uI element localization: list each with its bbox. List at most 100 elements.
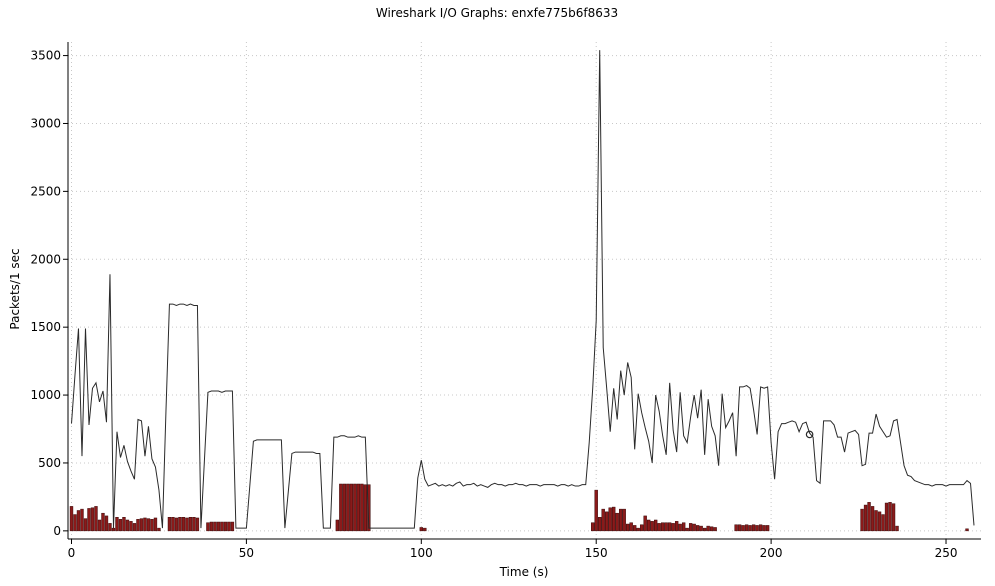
bar-mark bbox=[601, 508, 605, 532]
bar-mark bbox=[153, 517, 158, 532]
bar-mark bbox=[678, 523, 682, 532]
bar-mark bbox=[748, 525, 752, 532]
grid-lines bbox=[68, 42, 981, 539]
bar-mark bbox=[227, 521, 231, 532]
bar-mark bbox=[339, 483, 343, 532]
bar-mark bbox=[419, 527, 423, 532]
bar-mark bbox=[181, 517, 186, 532]
x-tick-label: 50 bbox=[239, 546, 254, 560]
bar-mark bbox=[699, 525, 703, 532]
bar-mark bbox=[688, 523, 693, 532]
bar-mark bbox=[629, 522, 633, 532]
bar-mark bbox=[640, 524, 644, 532]
bar-mark bbox=[867, 502, 871, 532]
axes: 0 50 100 150 200 2500500100015002000250030003… bbox=[30, 42, 981, 560]
bar-mark bbox=[765, 525, 770, 532]
bar-mark bbox=[598, 517, 602, 532]
bar-mark bbox=[192, 517, 196, 532]
bar-mark bbox=[353, 483, 357, 532]
y-tick-label: 1500 bbox=[30, 320, 61, 334]
y-tick-label: 500 bbox=[38, 456, 61, 470]
y-tick-label: 3500 bbox=[30, 49, 61, 63]
bar-mark bbox=[643, 515, 647, 532]
chart-title: Wireshark I/O Graphs: enxfe775b6f8633 bbox=[376, 6, 618, 20]
bar-mark bbox=[650, 521, 654, 532]
bar-series bbox=[69, 483, 969, 532]
y-tick-label: 2000 bbox=[30, 252, 61, 266]
bar-mark bbox=[591, 522, 595, 532]
bar-mark bbox=[349, 483, 354, 532]
bar-mark bbox=[881, 514, 885, 532]
bar-mark bbox=[94, 506, 98, 532]
bar-mark bbox=[178, 517, 182, 532]
bar-mark bbox=[363, 484, 368, 532]
bar-mark bbox=[171, 517, 175, 532]
bar-mark bbox=[860, 508, 864, 532]
bar-mark bbox=[874, 510, 878, 532]
bar-mark bbox=[702, 527, 707, 532]
bar-mark bbox=[626, 523, 630, 532]
line-series bbox=[71, 50, 975, 529]
series-line-path bbox=[71, 50, 975, 529]
bar-mark bbox=[185, 517, 189, 532]
y-tick-label: 0 bbox=[53, 524, 61, 538]
bar-mark bbox=[129, 521, 133, 532]
bar-mark bbox=[220, 521, 224, 532]
y-tick-label: 1000 bbox=[30, 388, 61, 402]
bar-mark bbox=[615, 512, 619, 532]
bar-mark bbox=[646, 519, 651, 532]
x-tick-label: 150 bbox=[585, 546, 608, 560]
bar-mark bbox=[146, 518, 151, 532]
bar-mark bbox=[209, 521, 214, 532]
bar-mark bbox=[653, 519, 658, 532]
bar-mark bbox=[167, 517, 172, 532]
x-tick-label: 250 bbox=[935, 546, 958, 560]
bar-mark bbox=[692, 523, 696, 532]
x-tick-label: 0 bbox=[68, 546, 76, 560]
bar-mark bbox=[755, 525, 759, 532]
bar-mark bbox=[737, 524, 742, 532]
bar-mark bbox=[69, 506, 74, 532]
bar-mark bbox=[118, 519, 123, 532]
bar-mark bbox=[870, 506, 875, 532]
bar-mark bbox=[195, 517, 200, 532]
y-tick-label: 2500 bbox=[30, 184, 61, 198]
bar-mark bbox=[751, 524, 756, 532]
bar-mark bbox=[143, 517, 147, 532]
bar-mark bbox=[122, 517, 126, 532]
bar-mark bbox=[758, 524, 763, 532]
bar-mark bbox=[741, 525, 745, 532]
bar-mark bbox=[608, 507, 612, 532]
y-tick-label: 3000 bbox=[30, 116, 61, 130]
bar-mark bbox=[157, 527, 161, 532]
x-tick-label: 100 bbox=[410, 546, 433, 560]
bar-mark bbox=[734, 524, 738, 532]
bar-mark bbox=[863, 504, 868, 532]
bar-mark bbox=[660, 522, 665, 532]
bar-mark bbox=[76, 510, 81, 532]
cursor-marker bbox=[805, 430, 814, 439]
bar-mark bbox=[101, 512, 105, 532]
bar-mark bbox=[104, 515, 109, 532]
bar-mark bbox=[891, 503, 896, 532]
bar-mark bbox=[213, 521, 217, 532]
bar-mark bbox=[884, 502, 889, 532]
bar-mark bbox=[594, 489, 598, 532]
bar-mark bbox=[335, 519, 340, 532]
bar-mark bbox=[150, 519, 154, 532]
bar-mark bbox=[657, 523, 661, 532]
bar-mark bbox=[139, 518, 144, 532]
bar-mark bbox=[709, 526, 714, 532]
bar-mark bbox=[111, 527, 116, 532]
bar-mark bbox=[667, 522, 672, 532]
bar-mark bbox=[97, 519, 102, 532]
bar-mark bbox=[87, 508, 91, 532]
bar-mark bbox=[674, 521, 679, 532]
bar-mark bbox=[888, 502, 892, 532]
bar-mark bbox=[685, 527, 689, 532]
bar-mark bbox=[83, 518, 88, 532]
bar-mark bbox=[619, 508, 623, 532]
bar-mark bbox=[188, 517, 193, 532]
bar-mark bbox=[895, 525, 899, 532]
